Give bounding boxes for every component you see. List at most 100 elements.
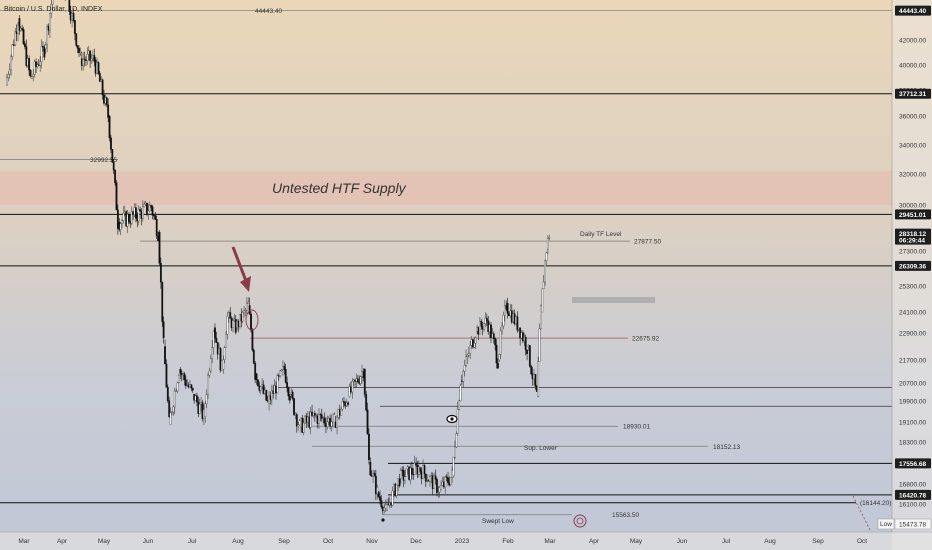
x-tick-3: Jun xyxy=(143,538,154,545)
candle-body xyxy=(29,69,32,77)
candle-body xyxy=(434,475,437,480)
candle-body xyxy=(462,371,465,382)
candle-body xyxy=(209,358,212,372)
candle-body xyxy=(270,390,273,401)
x-tick-2: May xyxy=(98,538,111,545)
level-44443-label: 44443.40 xyxy=(255,8,282,15)
target-icon xyxy=(573,514,587,528)
candle-body xyxy=(257,379,259,386)
level-22675-label: 22675.92 xyxy=(632,336,659,343)
candle-body xyxy=(456,409,459,434)
candle-body xyxy=(169,412,172,425)
candle-body xyxy=(286,382,288,389)
candle-body xyxy=(283,365,286,370)
y-tick-19: 16100.00 xyxy=(899,502,926,509)
candle-body xyxy=(40,46,43,63)
x-tick-4: Jul xyxy=(188,538,197,545)
candle-body xyxy=(28,58,30,71)
candle-body xyxy=(11,44,14,57)
candle-body xyxy=(363,369,366,395)
candle-body xyxy=(211,347,214,359)
candle-body xyxy=(467,353,470,356)
candle-body xyxy=(101,79,104,96)
candle-body xyxy=(365,394,368,411)
candle-body xyxy=(255,373,258,381)
time-axis-bg xyxy=(0,532,932,550)
candle-body xyxy=(130,211,133,224)
candle-body xyxy=(110,137,112,150)
badge-26309: 26309.36 xyxy=(899,263,926,270)
candle-body xyxy=(336,417,338,428)
candle-body xyxy=(175,390,178,392)
candle-body xyxy=(116,209,119,229)
supply-zone xyxy=(0,171,892,205)
x-tick-7: Oct xyxy=(323,538,333,545)
candle-body xyxy=(164,346,166,365)
candle-body xyxy=(265,390,268,401)
candle-body xyxy=(75,33,78,46)
candle-body xyxy=(183,373,186,381)
supply-zone-label: Untested HTF Supply xyxy=(272,180,407,196)
candle-body xyxy=(190,384,193,389)
candle-body xyxy=(528,345,531,367)
candle-body xyxy=(459,385,462,402)
badge-37712-bg xyxy=(895,88,931,99)
level-27877-label: 27877.50 xyxy=(634,239,661,246)
level-18930-label: 18930.01 xyxy=(623,424,650,431)
candle-body xyxy=(105,97,108,106)
candle-body xyxy=(302,422,305,433)
candle-body xyxy=(6,77,8,86)
x-tick-8: Nov xyxy=(366,538,378,545)
candle-body xyxy=(229,312,232,319)
candle-body xyxy=(492,333,495,339)
candle-body xyxy=(323,417,326,424)
low-tag-bg xyxy=(877,518,895,530)
candle-body xyxy=(534,374,537,387)
candle-body xyxy=(479,320,481,335)
candle-body xyxy=(548,237,551,239)
candle-body xyxy=(225,334,227,348)
candle-body xyxy=(50,4,53,14)
candle-body xyxy=(287,387,290,397)
candle-body xyxy=(343,401,345,404)
x-tick-0: Mar xyxy=(18,538,30,545)
candle-body xyxy=(93,55,96,62)
candle-body xyxy=(150,205,153,208)
candle-body xyxy=(546,238,549,250)
candle-body xyxy=(502,314,505,327)
candle-body xyxy=(395,484,398,496)
y-tick-16: 18300.00 xyxy=(899,440,926,447)
candle-body xyxy=(369,461,372,476)
candle-body xyxy=(447,477,449,483)
candle-body xyxy=(22,29,25,45)
candle-body xyxy=(107,104,110,118)
candle-body xyxy=(72,13,75,21)
candle-body xyxy=(402,470,405,481)
candle-body xyxy=(159,262,162,283)
candle-body xyxy=(82,58,85,66)
candle-body xyxy=(10,56,12,71)
candle-body xyxy=(366,409,369,435)
candle-body xyxy=(537,361,540,397)
candle-body xyxy=(51,0,54,5)
candle-body xyxy=(196,395,198,403)
candle-body xyxy=(490,324,492,339)
candle-body xyxy=(413,462,416,475)
candle-body xyxy=(168,400,171,417)
candle-body xyxy=(243,310,245,313)
candle-body xyxy=(458,400,460,410)
candle-body xyxy=(43,47,46,58)
y-tick-12: 21700.00 xyxy=(899,358,926,365)
candle-body xyxy=(172,406,175,413)
x-tick-9: Dec xyxy=(410,538,422,545)
candle-body xyxy=(374,475,377,495)
badge-last-price-bg xyxy=(895,228,931,245)
candle-body xyxy=(215,337,218,343)
badge-16420-bg xyxy=(895,489,931,500)
annotation-swept-low: Swept Low xyxy=(482,518,514,525)
candle-body xyxy=(351,381,354,393)
candle-body xyxy=(33,61,36,75)
candle-body xyxy=(219,348,222,371)
candle-body xyxy=(419,467,422,472)
